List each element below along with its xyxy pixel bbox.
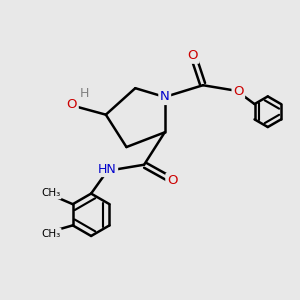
Text: N: N	[160, 91, 169, 103]
Text: O: O	[67, 98, 77, 111]
Text: O: O	[188, 49, 198, 62]
Text: O: O	[233, 85, 244, 98]
Text: O: O	[167, 174, 177, 188]
Text: CH₃: CH₃	[41, 229, 60, 239]
Text: CH₃: CH₃	[41, 188, 60, 198]
Text: HN: HN	[98, 163, 117, 176]
Text: H: H	[80, 87, 89, 100]
